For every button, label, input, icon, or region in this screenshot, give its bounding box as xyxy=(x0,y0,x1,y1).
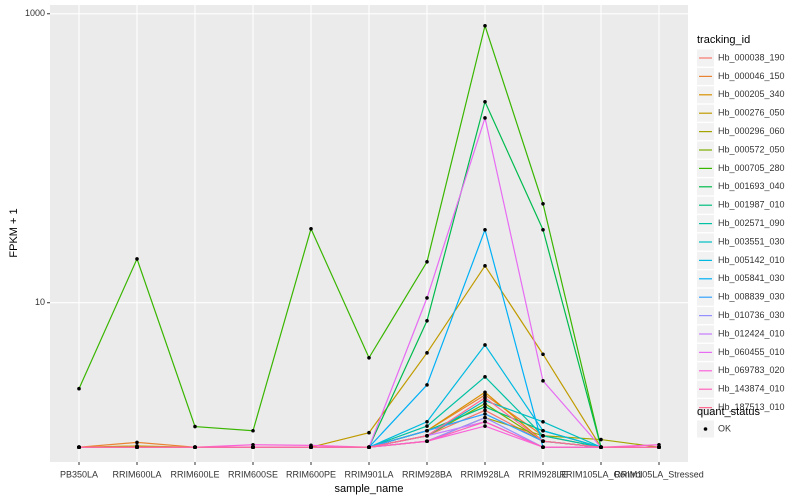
data-point xyxy=(483,395,487,400)
x-tick-label: RRIM928LE xyxy=(518,469,567,479)
data-point xyxy=(135,445,139,450)
data-point xyxy=(541,445,545,450)
data-point xyxy=(193,445,197,450)
legend-label: Hb_003551_030 xyxy=(718,236,785,246)
x-tick-label: RRIM600PE xyxy=(286,469,336,479)
data-point xyxy=(251,428,255,433)
data-point xyxy=(541,352,545,357)
data-point xyxy=(135,257,139,261)
data-point xyxy=(77,386,81,391)
legend-label: Hb_000046_150 xyxy=(718,71,785,81)
x-tick-label: RRIM928BA xyxy=(402,469,452,479)
data-point xyxy=(425,433,429,438)
x-tick-label: PB350LA xyxy=(60,469,98,479)
x-tick-label: RRIM901LA xyxy=(344,469,393,479)
x-tick-label: RRIM105LA_Control xyxy=(559,469,642,479)
data-point xyxy=(483,405,487,409)
data-point xyxy=(483,424,487,428)
data-point xyxy=(483,343,487,347)
data-point xyxy=(541,439,545,444)
data-point xyxy=(541,201,545,206)
data-point xyxy=(483,393,487,397)
data-point xyxy=(367,355,371,360)
data-point xyxy=(483,99,487,104)
data-point xyxy=(425,296,429,300)
legend-label: Hb_002571_090 xyxy=(718,218,785,228)
x-tick-label: RRIM600LE xyxy=(170,469,219,479)
legend-label: Hb_143874_010 xyxy=(718,384,785,394)
data-point xyxy=(599,445,603,450)
data-point xyxy=(483,23,487,28)
data-point xyxy=(425,439,429,444)
y-axis-title: FPKM + 1 xyxy=(8,208,20,257)
legend-title: tracking_id xyxy=(697,34,750,46)
data-point xyxy=(599,437,603,442)
data-point xyxy=(483,390,487,395)
data-point xyxy=(483,408,487,413)
data-point xyxy=(657,445,661,450)
data-point xyxy=(483,415,487,420)
data-point xyxy=(483,412,487,416)
data-point xyxy=(193,424,197,429)
data-point xyxy=(425,383,429,387)
legend-label: Hb_005841_030 xyxy=(718,273,785,283)
legend-title: quant_status xyxy=(697,406,760,418)
legend-label: Hb_000572_050 xyxy=(718,144,785,154)
data-point xyxy=(309,445,313,450)
x-tick-label: RRIM600SE xyxy=(228,469,278,479)
data-point xyxy=(483,116,487,120)
legend-label: Hb_069783_020 xyxy=(718,365,785,375)
data-point xyxy=(425,259,429,264)
data-point xyxy=(483,375,487,379)
legend-point xyxy=(703,427,708,431)
data-point xyxy=(541,419,545,424)
data-point xyxy=(425,428,429,433)
x-tick-label: RRIM600LA xyxy=(112,469,161,479)
legend-label: Hb_000296_060 xyxy=(718,126,785,136)
legend-label: Hb_012424_010 xyxy=(718,328,785,338)
y-tick-label: 1000 xyxy=(25,8,45,18)
data-point xyxy=(483,398,487,403)
data-point xyxy=(541,428,545,433)
legend-label: OK xyxy=(718,423,731,433)
data-point xyxy=(367,430,371,435)
legend-label: Hb_005142_010 xyxy=(718,255,785,265)
data-point xyxy=(541,227,545,232)
x-tick-label: RRIM105LA_Stressed xyxy=(614,469,704,479)
data-point xyxy=(483,419,487,424)
data-point xyxy=(367,445,371,450)
data-point xyxy=(425,351,429,355)
data-point xyxy=(425,419,429,424)
x-tick-label: RRIM928LA xyxy=(460,469,509,479)
y-tick-label: 10 xyxy=(35,297,45,307)
data-point xyxy=(541,379,545,383)
legend-label: Hb_000705_280 xyxy=(718,163,785,173)
legend-label: Hb_010736_030 xyxy=(718,310,785,320)
legend-label: Hb_000038_190 xyxy=(718,52,785,62)
data-point xyxy=(657,442,661,447)
data-point xyxy=(309,226,313,231)
data-point xyxy=(541,433,545,438)
data-point xyxy=(425,424,429,428)
data-point xyxy=(251,442,255,447)
legend-label: Hb_187513_010 xyxy=(718,402,785,412)
legend-label: Hb_000276_050 xyxy=(718,108,785,118)
data-point xyxy=(251,445,255,450)
legend-label: Hb_001987_010 xyxy=(718,200,785,210)
legend-label: Hb_008839_030 xyxy=(718,292,785,302)
data-point xyxy=(425,318,429,323)
data-point xyxy=(483,401,487,406)
legend-label: Hb_060455_010 xyxy=(718,347,785,357)
data-point xyxy=(483,227,487,232)
data-point xyxy=(135,440,139,445)
data-point xyxy=(77,445,81,450)
legend-label: Hb_001693_040 xyxy=(718,181,785,191)
x-axis-title: sample_name xyxy=(334,483,403,495)
data-point xyxy=(483,264,487,268)
legend-label: Hb_000205_340 xyxy=(718,89,785,99)
